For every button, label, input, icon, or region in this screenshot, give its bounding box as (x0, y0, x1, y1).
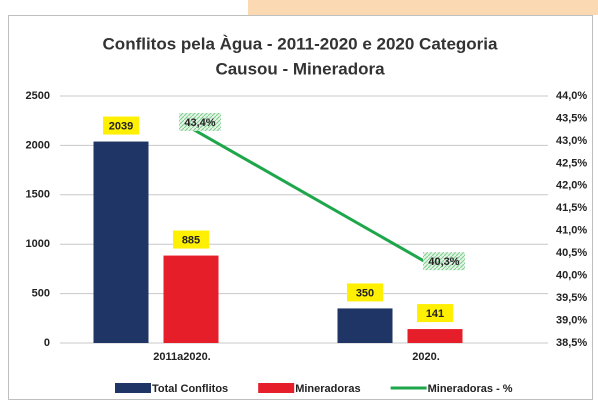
data-label: 40,3% (428, 256, 459, 268)
line (181, 121, 427, 264)
x-tick-label: 2020. (412, 351, 440, 363)
y-tick-label: 1500 (26, 189, 50, 201)
data-label-box (423, 252, 465, 271)
data-label: 885 (182, 234, 200, 246)
y2-tick-label: 39,5% (556, 292, 587, 304)
data-label: 350 (356, 287, 374, 299)
y2-tick-label: 42,5% (556, 157, 587, 169)
y2-tick-label: 43,0% (556, 135, 587, 147)
y-tick-label: 1000 (26, 238, 50, 250)
legend-swatch (115, 383, 151, 393)
bar (163, 255, 219, 343)
data-label-box (173, 230, 209, 249)
y-tick-label: 0 (44, 337, 50, 349)
data-label-box (347, 283, 383, 302)
x-tick-label: 2011a2020. (153, 351, 211, 363)
y2-tick-label: 40,0% (556, 270, 587, 282)
y2-tick-label: 44,0% (556, 90, 587, 102)
y2-tick-label: 43,5% (556, 112, 587, 124)
y-tick-label: 2000 (26, 139, 50, 151)
y2-tick-label: 41,0% (556, 225, 587, 237)
chart-title: Conflitos pela Àgua - 2011-2020 e 2020 C… (103, 34, 498, 53)
y-tick-label: 2500 (26, 90, 50, 102)
y-tick-label: 500 (32, 288, 50, 300)
data-label-box (417, 304, 453, 323)
bar (93, 141, 149, 343)
data-label: 2039 (109, 120, 133, 132)
data-label: 43,4% (184, 117, 215, 129)
data-label-box (103, 116, 139, 135)
data-label: 141 (426, 308, 444, 320)
header-band (248, 0, 598, 15)
y2-tick-label: 41,5% (556, 202, 587, 214)
legend-label: Mineradoras - % (428, 383, 513, 395)
legend-label: Total Conflitos (152, 383, 228, 395)
legend-swatch (258, 383, 295, 393)
bar (407, 329, 463, 343)
data-label-box (179, 112, 221, 131)
legend-label: Mineradoras (295, 383, 360, 395)
y2-tick-label: 38,5% (556, 337, 587, 349)
y2-tick-label: 40,5% (556, 247, 587, 259)
y2-tick-label: 42,0% (556, 180, 587, 192)
bar (337, 308, 393, 343)
chart-title: Causou - Mineradora (215, 59, 385, 78)
y2-tick-label: 39,0% (556, 314, 587, 326)
